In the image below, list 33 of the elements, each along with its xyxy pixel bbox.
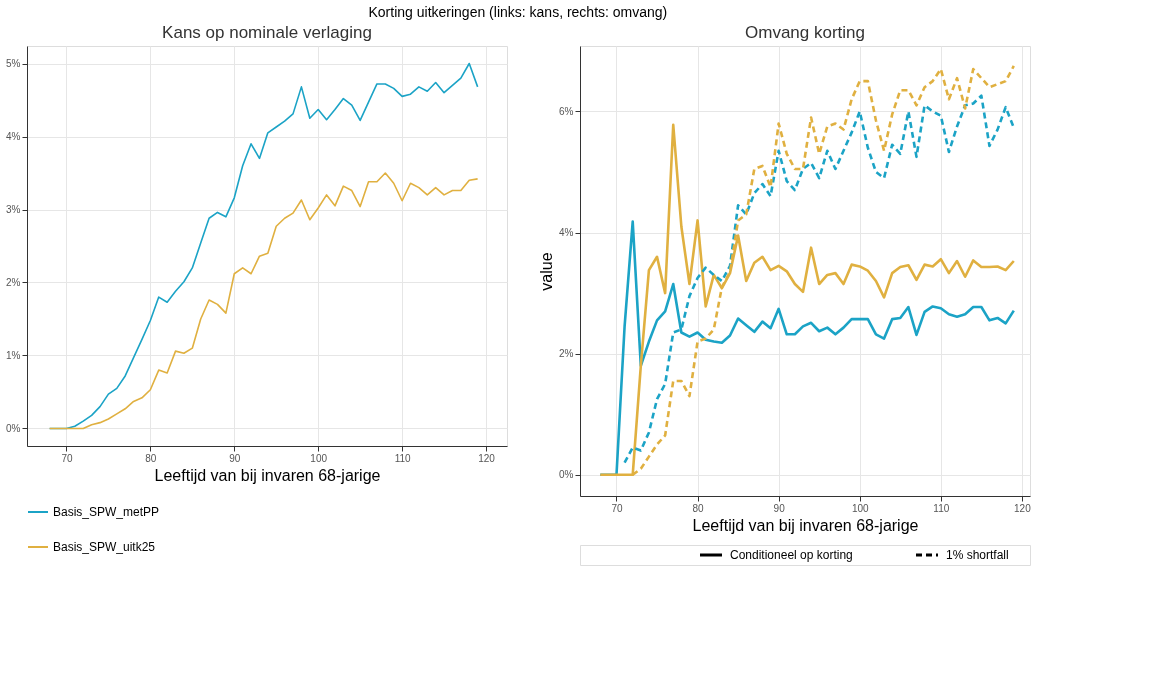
x-tick-label: 90 (773, 502, 786, 514)
x-tick-label: 110 (933, 502, 950, 514)
line-series (48, 172, 479, 430)
x-tick-label: 70 (61, 452, 73, 464)
x-tick-label: 120 (478, 452, 496, 464)
text: Korting uitkeringen (links: kans, rechts: omvang) (368, 3, 668, 20)
y-tick-label: 4% (559, 227, 574, 239)
y-tick-label: 5% (6, 58, 21, 70)
y-tick-label: 1% (6, 349, 21, 361)
x-tick-label: 100 (851, 502, 870, 514)
x-tick-label: 80 (145, 452, 157, 464)
chart-title: Omvang korting (745, 23, 865, 42)
y-tick-label: 2% (559, 348, 574, 360)
x-axis-title: Leeftijd van bij invaren 68-jarige (692, 516, 919, 534)
x-tick-label: 90 (229, 452, 241, 464)
x-tick-label: 70 (611, 502, 623, 514)
y-tick-label: 2% (6, 277, 21, 288)
x-tick-label: 110 (394, 452, 412, 464)
x-tick-label: 80 (692, 502, 705, 514)
y-tick-label: 0% (559, 469, 574, 481)
x-tick-label: 120 (1014, 502, 1032, 514)
legend-label: Basis_SPW_uitk25 (53, 540, 156, 554)
chart-title: Kans op nominale verlaging (162, 23, 372, 42)
x-axis-title: Leeftijd van bij invaren 68-jarige (154, 466, 381, 484)
text: Conditioneel op korting (730, 548, 853, 562)
legend-label: Basis_SPW_metPP (53, 505, 160, 519)
y-tick-label: 0% (6, 422, 21, 434)
y-tick-label: 6% (559, 105, 574, 117)
y-tick-label: 4% (6, 131, 21, 143)
y-axis-title: value (538, 252, 556, 291)
text: 1% shortfall (946, 548, 1009, 562)
x-tick-label: 100 (310, 452, 328, 464)
y-tick-label: 3% (6, 204, 21, 215)
